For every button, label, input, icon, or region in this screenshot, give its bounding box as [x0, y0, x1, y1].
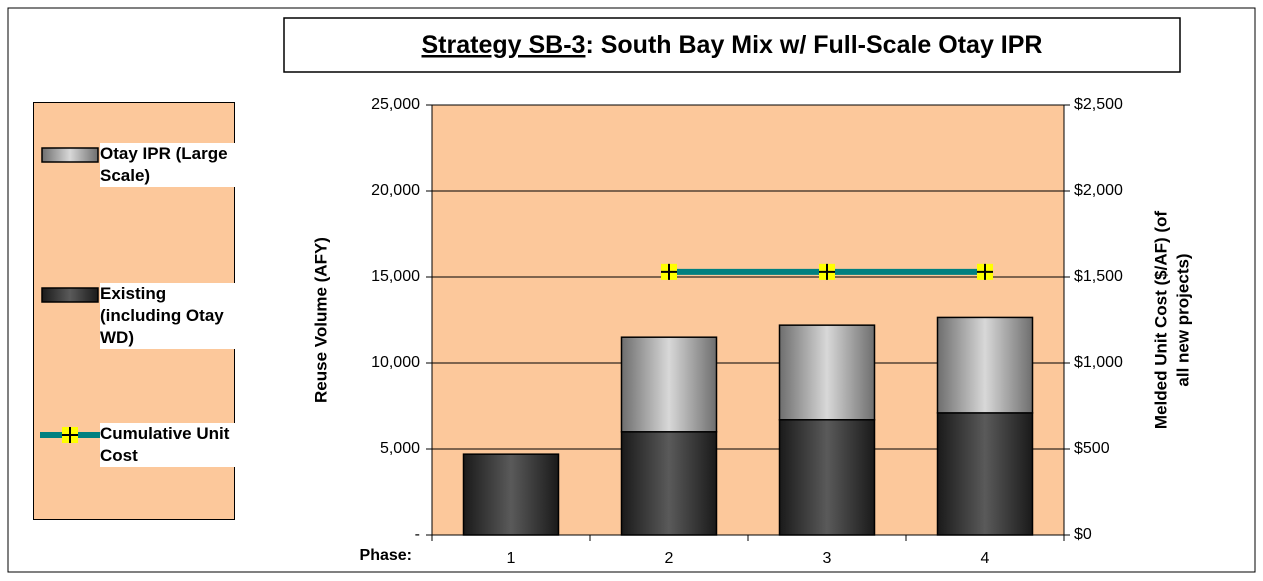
y2-axis-label: all new projects)	[1173, 253, 1192, 386]
legend-swatch	[40, 427, 100, 443]
x-tick-label: 2	[665, 550, 674, 567]
marker-plus	[819, 263, 835, 280]
y2-axis-label: Melded Unit Cost ($/AF) (of	[1151, 211, 1170, 429]
x-tick-label: 4	[981, 550, 990, 567]
line-marker	[977, 263, 993, 280]
bar	[778, 324, 876, 421]
legend-entry: Otay IPR (Large Scale)	[40, 143, 235, 187]
y2-tick-label: $2,000	[1074, 182, 1123, 199]
y-tick-label: 5,000	[380, 440, 420, 457]
swatch-box	[41, 287, 99, 303]
legend-swatch	[41, 147, 99, 163]
y-tick-label: -	[415, 526, 420, 543]
bar	[936, 412, 1034, 536]
y2-tick-label: $1,500	[1074, 268, 1123, 285]
bar	[936, 316, 1034, 414]
y-tick-label: 20,000	[371, 182, 420, 199]
marker-plus	[977, 263, 993, 280]
y2-tick-label: $2,500	[1074, 96, 1123, 113]
y-tick-label: 10,000	[371, 354, 420, 371]
legend-label: Existing (including Otay WD)	[100, 283, 235, 349]
legend-label: Otay IPR (Large Scale)	[100, 143, 235, 187]
chart-title: Strategy SB-3: South Bay Mix w/ Full-Sca…	[422, 31, 1043, 59]
legend-entry: Cumulative Unit Cost	[40, 423, 235, 467]
legend-entry: Existing (including Otay WD)	[40, 283, 235, 349]
bar	[778, 419, 876, 536]
bar	[620, 431, 718, 536]
title-part: : South Bay Mix w/ Full-Scale Otay IPR	[585, 31, 1042, 59]
legend-label: Cumulative Unit Cost	[100, 423, 235, 467]
bar	[462, 453, 560, 536]
legend: Otay IPR (Large Scale) Existing (includin…	[33, 102, 235, 520]
y-axis-label: Reuse Volume (AFY)	[311, 237, 330, 403]
swatch-box	[41, 147, 99, 163]
y2-tick-label: $0	[1074, 526, 1092, 543]
y2-tick-label: $1,000	[1074, 354, 1123, 371]
x-axis-label: Phase:	[360, 547, 412, 564]
title-box	[283, 17, 1181, 73]
bar	[620, 336, 718, 433]
y-tick-label: 15,000	[371, 268, 420, 285]
line-marker	[819, 263, 835, 280]
title-part: Strategy SB-3	[422, 31, 586, 59]
x-tick-label: 1	[507, 550, 516, 567]
y-tick-label: 25,000	[371, 96, 420, 113]
legend-swatch	[41, 287, 99, 303]
x-tick-label: 3	[823, 550, 832, 567]
marker-plus	[661, 263, 677, 280]
swatch-plus	[62, 427, 78, 443]
line-marker	[661, 263, 677, 280]
y2-tick-label: $500	[1074, 440, 1110, 457]
